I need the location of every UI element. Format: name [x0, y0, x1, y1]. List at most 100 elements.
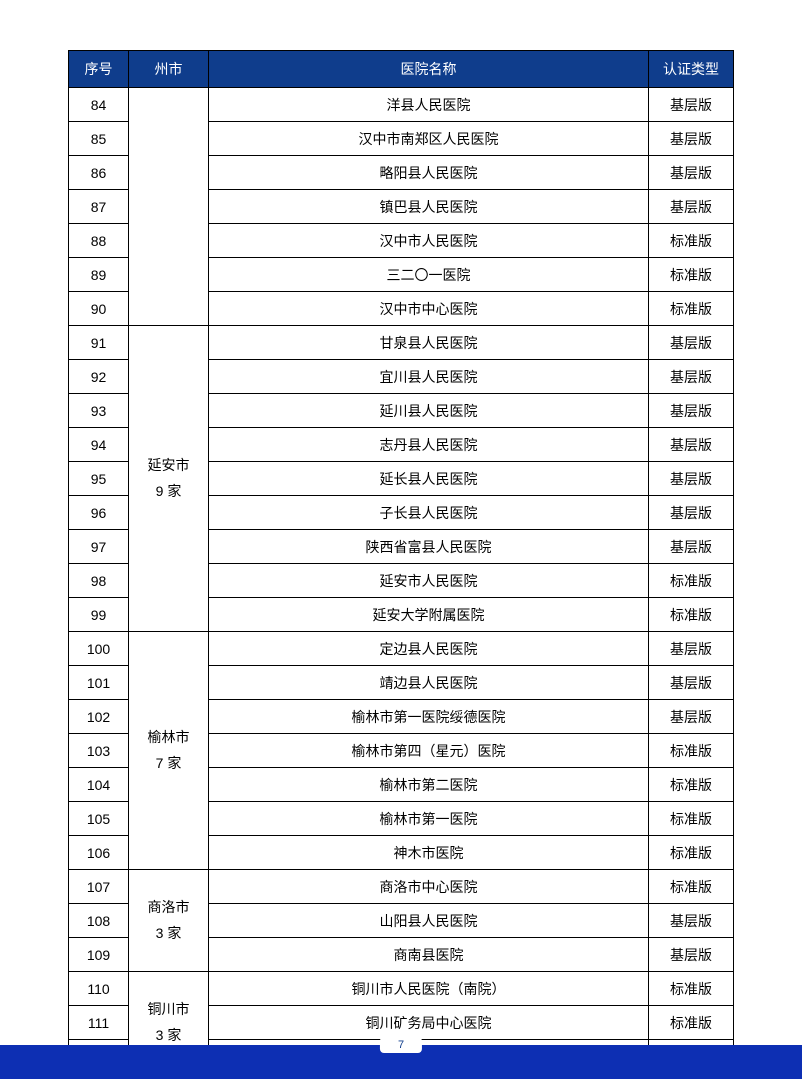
cell-type: 标准版: [649, 768, 734, 802]
cell-type: 标准版: [649, 734, 734, 768]
hospital-table: 序号 州市 医院名称 认证类型 84洋县人民医院基层版85汉中市南郑区人民医院基…: [68, 50, 734, 1074]
cell-hospital: 延长县人民医院: [209, 462, 649, 496]
cell-seq: 95: [69, 462, 129, 496]
cell-type: 标准版: [649, 224, 734, 258]
col-header-type: 认证类型: [649, 51, 734, 88]
cell-seq: 93: [69, 394, 129, 428]
cell-hospital: 山阳县人民医院: [209, 904, 649, 938]
cell-hospital: 汉中市中心医院: [209, 292, 649, 326]
cell-hospital: 延安市人民医院: [209, 564, 649, 598]
cell-type: 基层版: [649, 360, 734, 394]
cell-type: 基层版: [649, 122, 734, 156]
cell-seq: 96: [69, 496, 129, 530]
cell-hospital: 子长县人民医院: [209, 496, 649, 530]
cell-hospital: 洋县人民医院: [209, 88, 649, 122]
cell-city: 榆林市7 家: [129, 632, 209, 870]
cell-seq: 110: [69, 972, 129, 1006]
col-header-seq: 序号: [69, 51, 129, 88]
cell-type: 基层版: [649, 394, 734, 428]
cell-seq: 104: [69, 768, 129, 802]
cell-hospital: 榆林市第四（星元）医院: [209, 734, 649, 768]
city-name: 商洛市: [133, 895, 204, 920]
cell-city: [129, 88, 209, 326]
table-body: 84洋县人民医院基层版85汉中市南郑区人民医院基层版86略阳县人民医院基层版87…: [69, 88, 734, 1074]
cell-hospital: 略阳县人民医院: [209, 156, 649, 190]
cell-hospital: 靖边县人民医院: [209, 666, 649, 700]
cell-seq: 89: [69, 258, 129, 292]
cell-seq: 98: [69, 564, 129, 598]
cell-type: 标准版: [649, 870, 734, 904]
table-row: 91延安市9 家甘泉县人民医院基层版: [69, 326, 734, 360]
table-row: 110铜川市3 家铜川市人民医院（南院）标准版: [69, 972, 734, 1006]
cell-hospital: 铜川市人民医院（南院）: [209, 972, 649, 1006]
cell-type: 标准版: [649, 1006, 734, 1040]
cell-seq: 85: [69, 122, 129, 156]
city-name: 铜川市: [133, 997, 204, 1022]
cell-seq: 109: [69, 938, 129, 972]
cell-type: 基层版: [649, 88, 734, 122]
cell-seq: 102: [69, 700, 129, 734]
cell-seq: 100: [69, 632, 129, 666]
city-count: 7 家: [133, 751, 204, 776]
page-number: 7: [380, 1037, 422, 1053]
cell-type: 基层版: [649, 530, 734, 564]
cell-type: 标准版: [649, 564, 734, 598]
cell-hospital: 延安大学附属医院: [209, 598, 649, 632]
cell-city: 延安市9 家: [129, 326, 209, 632]
city-count: 3 家: [133, 1023, 204, 1048]
cell-seq: 97: [69, 530, 129, 564]
cell-seq: 84: [69, 88, 129, 122]
cell-seq: 105: [69, 802, 129, 836]
cell-hospital: 定边县人民医院: [209, 632, 649, 666]
cell-seq: 87: [69, 190, 129, 224]
cell-hospital: 榆林市第一医院: [209, 802, 649, 836]
cell-seq: 92: [69, 360, 129, 394]
cell-type: 基层版: [649, 428, 734, 462]
cell-hospital: 陕西省富县人民医院: [209, 530, 649, 564]
cell-hospital: 榆林市第二医院: [209, 768, 649, 802]
cell-seq: 94: [69, 428, 129, 462]
cell-type: 基层版: [649, 666, 734, 700]
col-header-hospital: 医院名称: [209, 51, 649, 88]
city-name: 榆林市: [133, 725, 204, 750]
cell-hospital: 宜川县人民医院: [209, 360, 649, 394]
cell-seq: 107: [69, 870, 129, 904]
cell-seq: 91: [69, 326, 129, 360]
cell-seq: 111: [69, 1006, 129, 1040]
cell-hospital: 志丹县人民医院: [209, 428, 649, 462]
table-header-row: 序号 州市 医院名称 认证类型: [69, 51, 734, 88]
cell-seq: 99: [69, 598, 129, 632]
city-name: 延安市: [133, 453, 204, 478]
cell-hospital: 三二〇一医院: [209, 258, 649, 292]
cell-seq: 88: [69, 224, 129, 258]
cell-hospital: 甘泉县人民医院: [209, 326, 649, 360]
cell-hospital: 商南县医院: [209, 938, 649, 972]
city-count: 3 家: [133, 921, 204, 946]
cell-hospital: 榆林市第一医院绥德医院: [209, 700, 649, 734]
cell-type: 标准版: [649, 598, 734, 632]
cell-type: 标准版: [649, 802, 734, 836]
table-row: 107商洛市3 家商洛市中心医院标准版: [69, 870, 734, 904]
cell-type: 基层版: [649, 904, 734, 938]
page-container: 序号 州市 医院名称 认证类型 84洋县人民医院基层版85汉中市南郑区人民医院基…: [0, 0, 802, 1074]
cell-seq: 103: [69, 734, 129, 768]
cell-hospital: 汉中市南郑区人民医院: [209, 122, 649, 156]
cell-seq: 86: [69, 156, 129, 190]
cell-type: 标准版: [649, 292, 734, 326]
cell-seq: 90: [69, 292, 129, 326]
cell-type: 基层版: [649, 326, 734, 360]
cell-type: 基层版: [649, 700, 734, 734]
cell-seq: 101: [69, 666, 129, 700]
city-count: 9 家: [133, 479, 204, 504]
col-header-city: 州市: [129, 51, 209, 88]
cell-type: 标准版: [649, 258, 734, 292]
cell-seq: 106: [69, 836, 129, 870]
cell-type: 基层版: [649, 632, 734, 666]
table-row: 100榆林市7 家定边县人民医院基层版: [69, 632, 734, 666]
cell-type: 基层版: [649, 938, 734, 972]
cell-hospital: 汉中市人民医院: [209, 224, 649, 258]
cell-type: 标准版: [649, 836, 734, 870]
cell-type: 基层版: [649, 156, 734, 190]
cell-type: 基层版: [649, 190, 734, 224]
cell-city: 商洛市3 家: [129, 870, 209, 972]
